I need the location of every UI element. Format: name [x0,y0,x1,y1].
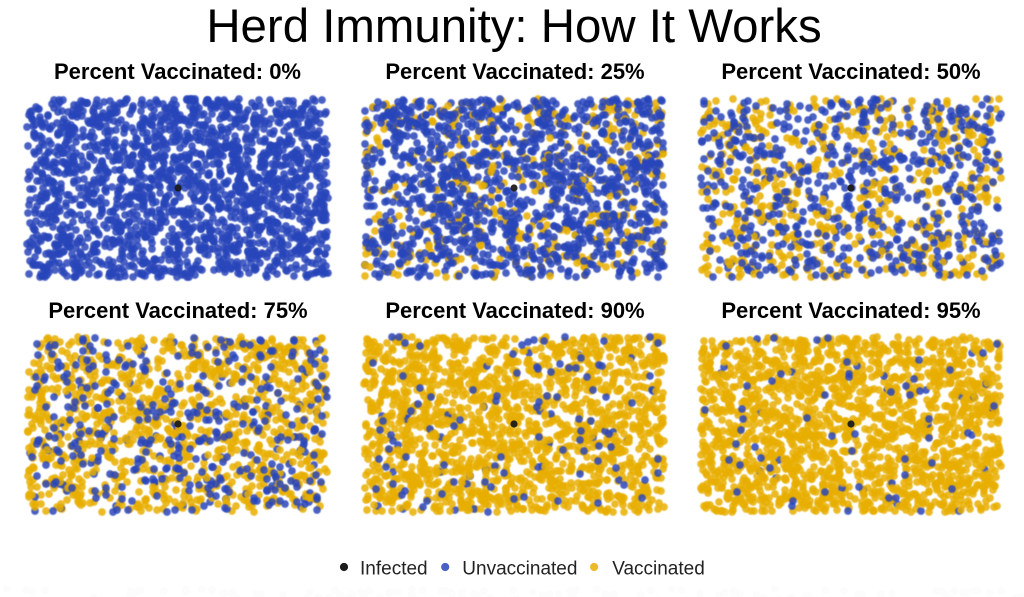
svg-text:Herd Immunity: How It Works: Herd Immunity: How It Works [206,0,821,53]
svg-text:Percent Vaccinated: 25%: Percent Vaccinated: 25% [385,59,644,84]
svg-text:Percent Vaccinated: 95%: Percent Vaccinated: 95% [721,298,980,323]
svg-text:Percent Vaccinated: 75%: Percent Vaccinated: 75% [48,298,307,323]
svg-text:Percent Vaccinated: 90%: Percent Vaccinated: 90% [385,298,644,323]
svg-text:Percent Vaccinated: 0%: Percent Vaccinated: 0% [54,59,301,84]
svg-text:Percent Vaccinated: 50%: Percent Vaccinated: 50% [721,59,980,84]
